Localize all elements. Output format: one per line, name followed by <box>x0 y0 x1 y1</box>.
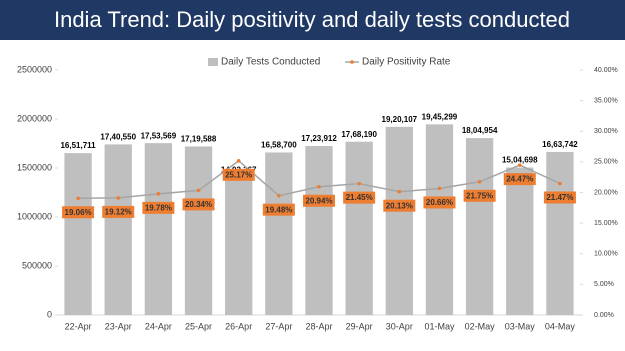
value-label-box <box>463 189 496 202</box>
bar <box>465 138 494 315</box>
line-value-label: 19.06% <box>65 208 92 217</box>
y2-tick-label: 25.00% <box>594 159 618 166</box>
line-value-label: 19.78% <box>145 203 172 212</box>
bar-value-label: 16,51,711 <box>60 141 96 150</box>
line-marker <box>437 186 442 191</box>
y-tick-label: 0 <box>47 309 52 319</box>
title-banner <box>0 0 625 40</box>
bar <box>385 126 413 315</box>
bar <box>425 124 454 316</box>
line-value-label: 25.17% <box>225 170 252 179</box>
bar <box>184 146 213 315</box>
x-tick-label: 28-Apr <box>305 321 332 331</box>
value-label-box <box>303 194 335 207</box>
y2-tick-label: 35.00% <box>594 97 618 104</box>
bar <box>345 141 373 315</box>
line-value-label: 20.66% <box>426 198 453 207</box>
line-marker <box>517 163 522 167</box>
x-tick-label: 30-Apr <box>386 321 413 331</box>
legend-marker <box>350 60 354 64</box>
line-marker <box>236 159 241 163</box>
value-label-box <box>423 196 456 209</box>
value-label-box <box>182 198 215 211</box>
value-label-box <box>543 191 576 204</box>
bar-value-label: 17,23,912 <box>301 134 337 143</box>
bar <box>546 151 574 315</box>
y2-tick-label: 10.00% <box>594 251 618 258</box>
bar-value-label: 16,63,742 <box>542 140 578 149</box>
line-value-label: 24.47% <box>506 175 533 184</box>
value-label-box <box>222 168 255 181</box>
y2-tick-label: 40.00% <box>594 67 618 74</box>
x-tick-label: 22-Apr <box>65 321 92 331</box>
y-tick-label: 2000000 <box>17 113 52 123</box>
x-tick-label: 02-May <box>465 321 496 331</box>
line-marker <box>76 196 80 201</box>
chart-title: India Trend: Daily positivity and daily … <box>54 7 570 32</box>
bar-value-label: 16,58,700 <box>261 141 297 150</box>
line-value-label: 21.75% <box>466 191 493 200</box>
value-label-box <box>343 191 376 204</box>
value-label-box <box>262 203 295 216</box>
bar <box>265 152 293 315</box>
bar <box>225 177 253 315</box>
x-tick-label: 04-May <box>545 321 576 331</box>
value-label-box <box>102 205 135 218</box>
x-tick-label: 26-Apr <box>225 321 252 331</box>
x-tick-label: 24-Apr <box>145 321 172 331</box>
y2-tick-label: 20.00% <box>594 189 618 196</box>
x-tick-label: 23-Apr <box>105 321 132 331</box>
line-value-label: 20.13% <box>386 201 413 210</box>
y-tick-label: 2500000 <box>17 64 52 74</box>
value-label-box <box>142 201 175 214</box>
y2-tick-label: 15.00% <box>594 220 618 227</box>
legend-label: Daily Tests Conducted <box>221 57 320 68</box>
x-tick-label: 27-Apr <box>265 321 292 331</box>
line-value-label: 20.34% <box>185 200 212 209</box>
line-marker <box>116 196 121 200</box>
y-tick-label: 500000 <box>22 260 52 270</box>
x-tick-label: 01-May <box>424 321 455 331</box>
bar <box>104 144 132 315</box>
bar-value-label: 17,53,569 <box>141 131 177 140</box>
y2-tick-label: 30.00% <box>594 128 618 135</box>
bar <box>144 143 173 315</box>
value-label-box <box>503 173 536 186</box>
line-marker <box>357 181 361 186</box>
line-marker <box>397 189 402 194</box>
line-value-label: 21.47% <box>546 193 573 202</box>
bar <box>506 167 534 315</box>
line-value-label: 19.48% <box>265 205 292 214</box>
x-tick-label: 03-May <box>505 321 536 331</box>
x-tick-label: 25-Apr <box>185 321 212 331</box>
y-tick-label: 1000000 <box>17 211 52 221</box>
bar <box>64 153 92 315</box>
line-marker <box>277 193 281 198</box>
bar-value-label: 17,19,588 <box>181 135 217 144</box>
y-tick-label: 1500000 <box>17 162 52 172</box>
legend-swatch <box>208 58 218 66</box>
x-tick-label: 29-Apr <box>346 321 373 331</box>
line-value-label: 19.12% <box>105 207 132 216</box>
y2-tick-label: 5.00% <box>594 281 614 288</box>
y2-tick-label: 0.00% <box>594 312 614 319</box>
bar-value-label: 17,68,190 <box>341 130 377 139</box>
bar-value-label: 17,40,550 <box>100 133 136 142</box>
line-marker <box>317 184 321 189</box>
legend-label: Daily Positivity Rate <box>362 57 451 68</box>
line-marker <box>477 179 482 184</box>
line-marker <box>558 181 562 186</box>
line-value-label: 21.45% <box>346 193 373 202</box>
bar-value-label: 19,20,107 <box>382 115 418 124</box>
line-marker <box>196 188 201 193</box>
line-value-label: 20.94% <box>305 196 332 205</box>
value-label-box <box>383 199 416 212</box>
line-marker <box>156 192 161 196</box>
bar-value-label: 15,04,698 <box>502 156 538 165</box>
bar <box>305 146 333 315</box>
value-label-box <box>62 206 95 219</box>
bar-value-label: 18,04,954 <box>462 126 498 135</box>
bar-value-label: 19,45,299 <box>422 112 458 121</box>
